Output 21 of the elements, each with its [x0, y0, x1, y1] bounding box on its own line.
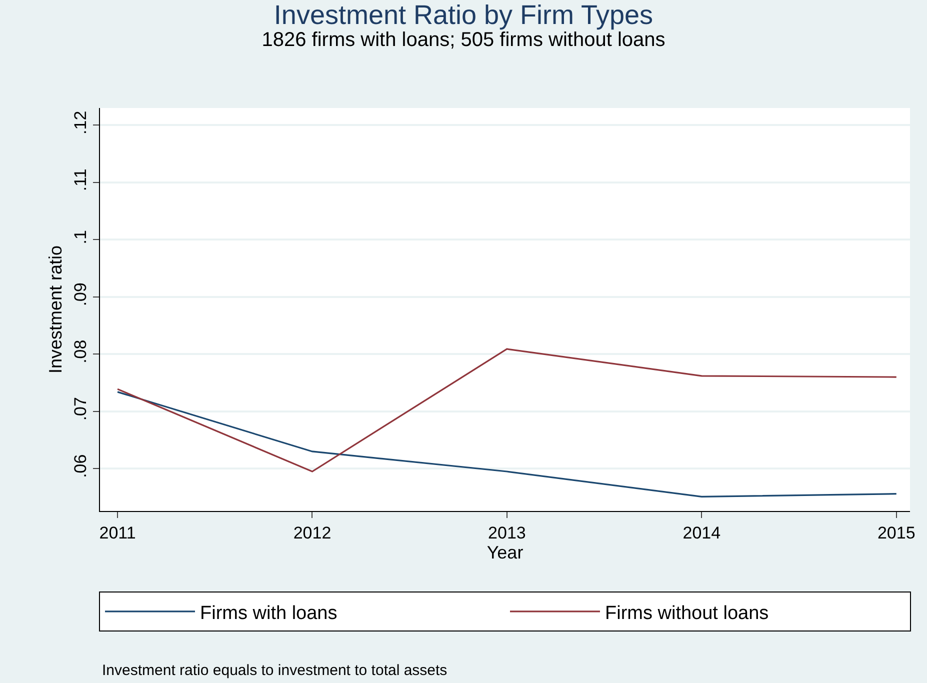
y-tick-label: .07: [71, 397, 90, 421]
x-tick-label: 2015: [877, 523, 916, 542]
x-tick-label: 2011: [99, 523, 136, 542]
y-tick-label: .11: [71, 168, 90, 192]
y-tick-label: .1: [71, 230, 90, 244]
y-axis-title: Investment ratio: [45, 245, 66, 374]
chart-title: Investment Ratio by Firm Types: [274, 0, 654, 30]
y-tick-label: .06: [71, 454, 90, 478]
y-tick-label: .09: [71, 282, 90, 306]
chart-subtitle: 1826 firms with loans; 505 firms without loans: [262, 29, 666, 52]
y-tick-label: .12: [71, 110, 90, 134]
line-series: [116, 348, 898, 472]
line-series: [116, 391, 898, 498]
x-tick-label: 2012: [293, 523, 332, 542]
x-tick-label: 2013: [488, 523, 526, 542]
y-tick-label: .08: [71, 340, 90, 364]
legend-label: Firms with loans: [200, 602, 338, 624]
x-tick-label: 2014: [682, 523, 721, 542]
text: Investment ratio equals to investment to total assets: [102, 662, 448, 679]
legend-label: Firms without loans: [605, 602, 769, 624]
x-axis-title: Year: [486, 542, 524, 562]
